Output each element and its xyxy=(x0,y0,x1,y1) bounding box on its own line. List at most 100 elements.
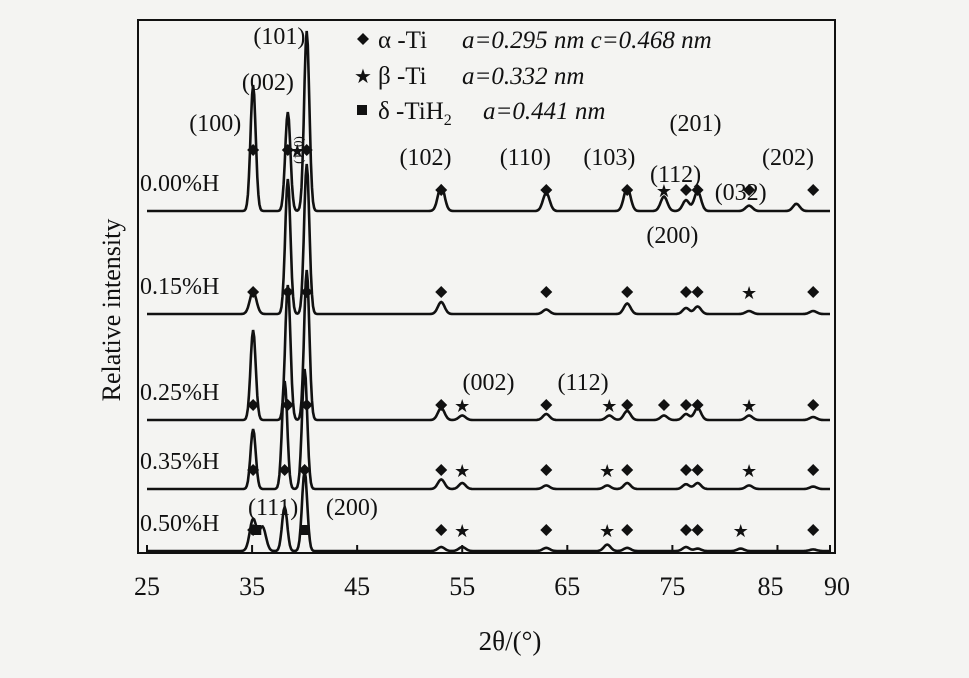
miller-index-label: (200) xyxy=(326,495,378,521)
beta-ti-marker: ★ xyxy=(733,521,749,541)
alpha-ti-marker xyxy=(281,144,294,156)
x-axis-label: 2θ/(°) xyxy=(479,626,542,656)
legend-square-marker xyxy=(357,105,367,115)
alpha-ti-marker xyxy=(680,286,693,298)
alpha-ti-marker xyxy=(435,184,448,196)
alpha-ti-marker xyxy=(807,464,820,476)
alpha-ti-marker xyxy=(680,464,693,476)
delta-tih2-marker xyxy=(299,525,310,535)
beta-ti-marker: ★ xyxy=(454,461,470,481)
alpha-ti-marker xyxy=(680,399,693,411)
legend-beta-ti-params: a=0.332 nm xyxy=(462,63,584,90)
x-tick-label: 75 xyxy=(659,572,685,601)
legend-beta-ti-phase: β -Ti xyxy=(378,63,427,90)
alpha-ti-marker xyxy=(680,524,693,536)
miller-index-label: (102) xyxy=(399,145,451,171)
alpha-ti-marker xyxy=(691,286,704,298)
alpha-ti-marker xyxy=(247,286,260,298)
miller-index-label: (112) xyxy=(650,162,701,188)
miller-index-label: (202) xyxy=(762,145,814,171)
alpha-ti-marker xyxy=(435,399,448,411)
miller-index-label: (032) xyxy=(715,180,767,206)
x-tick-label: 85 xyxy=(757,572,783,601)
alpha-ti-marker xyxy=(435,286,448,298)
alpha-ti-marker xyxy=(691,184,704,196)
legend-diamond-marker xyxy=(357,33,369,45)
legend: α -Ti a=0.295 nm c=0.468 nm ★ β -Ti a=0.… xyxy=(354,27,712,129)
x-tick-label: 45 xyxy=(344,572,370,601)
miller-index-label: (103) xyxy=(583,145,635,171)
pattern-line-025H xyxy=(147,269,830,422)
legend-delta-tih2-phase: δ -TiH2 xyxy=(378,98,452,129)
pattern-line-015H xyxy=(147,163,830,316)
alpha-ti-marker xyxy=(621,286,634,298)
x-tick-label: 65 xyxy=(554,572,580,601)
legend-alpha-ti-params: a=0.295 nm c=0.468 nm xyxy=(462,27,712,54)
legend-delta-tih2-phase-text: δ -TiH xyxy=(378,98,444,125)
beta-ti-marker: ★ xyxy=(454,521,470,541)
alpha-ti-marker xyxy=(540,286,553,298)
alpha-ti-marker xyxy=(540,524,553,536)
series-label-000H: 0.00%H xyxy=(140,171,219,197)
alpha-ti-marker xyxy=(435,464,448,476)
alpha-ti-marker xyxy=(300,399,313,411)
alpha-ti-marker xyxy=(281,286,294,298)
alpha-ti-marker xyxy=(691,399,704,411)
legend-delta-tih2-params: a=0.441 nm xyxy=(483,98,605,125)
miller-index-label: (201) xyxy=(670,111,722,137)
beta-ti-marker: ★ xyxy=(741,283,757,303)
alpha-ti-marker xyxy=(621,464,634,476)
alpha-ti-marker xyxy=(540,464,553,476)
alpha-ti-marker xyxy=(247,464,260,476)
legend-star-marker: ★ xyxy=(354,66,372,88)
miller-index-label: (110) xyxy=(500,145,551,171)
legend-alpha-ti-params-text: a=0.295 nm c=0.468 nm xyxy=(462,27,712,54)
miller-index-label: (002) xyxy=(463,370,515,396)
x-tick-label: 90 xyxy=(824,572,850,601)
alpha-ti-marker xyxy=(807,524,820,536)
legend-alpha-ti-phase: α -Ti xyxy=(378,27,427,54)
miller-index-label: (200) xyxy=(646,223,698,249)
series-label-025H: 0.25%H xyxy=(140,380,219,406)
alpha-ti-marker xyxy=(621,399,634,411)
miller-index-label: (002) xyxy=(242,70,294,96)
alpha-ti-marker xyxy=(621,184,634,196)
alpha-ti-marker xyxy=(807,184,820,196)
beta-ti-marker: ★ xyxy=(741,461,757,481)
x-tick-label: 25 xyxy=(134,572,160,601)
alpha-ti-marker xyxy=(621,524,634,536)
alpha-ti-marker xyxy=(300,286,313,298)
y-axis-label: Relative intensity xyxy=(97,219,126,402)
beta-ti-marker: ★ xyxy=(599,461,615,481)
legend-delta-tih2-subscript: 2 xyxy=(444,112,452,129)
miller-index-label: (112) xyxy=(558,370,609,396)
miller-index-label: (101) xyxy=(253,24,305,50)
alpha-ti-marker xyxy=(680,184,693,196)
alpha-ti-marker xyxy=(743,184,756,196)
beta-ti-marker: ★ xyxy=(599,521,615,541)
alpha-ti-marker xyxy=(278,464,291,476)
delta-tih2-marker xyxy=(251,525,262,535)
beta-ti-marker: ★ xyxy=(601,396,617,416)
alpha-ti-marker xyxy=(247,144,260,156)
miller-index-label: (100) xyxy=(189,111,241,137)
series-label-050H: 0.50%H xyxy=(140,511,219,537)
x-tick-label: 55 xyxy=(449,572,475,601)
alpha-ti-marker xyxy=(691,524,704,536)
miller-index-label: (110) xyxy=(290,136,305,164)
beta-ti-marker: ★ xyxy=(454,396,470,416)
x-tick-label: 35 xyxy=(239,572,265,601)
alpha-ti-marker xyxy=(247,399,260,411)
alpha-ti-marker xyxy=(657,399,670,411)
alpha-ti-marker xyxy=(540,399,553,411)
pattern-line-035H xyxy=(147,368,830,491)
alpha-ti-marker xyxy=(691,464,704,476)
pattern-line-000H xyxy=(147,30,830,213)
alpha-ti-marker xyxy=(807,399,820,411)
plot-frame xyxy=(137,19,836,554)
alpha-ti-marker xyxy=(435,524,448,536)
beta-ti-marker: ★ xyxy=(741,396,757,416)
beta-ti-marker: ★ xyxy=(289,141,305,161)
series-label-035H: 0.35%H xyxy=(140,449,219,475)
